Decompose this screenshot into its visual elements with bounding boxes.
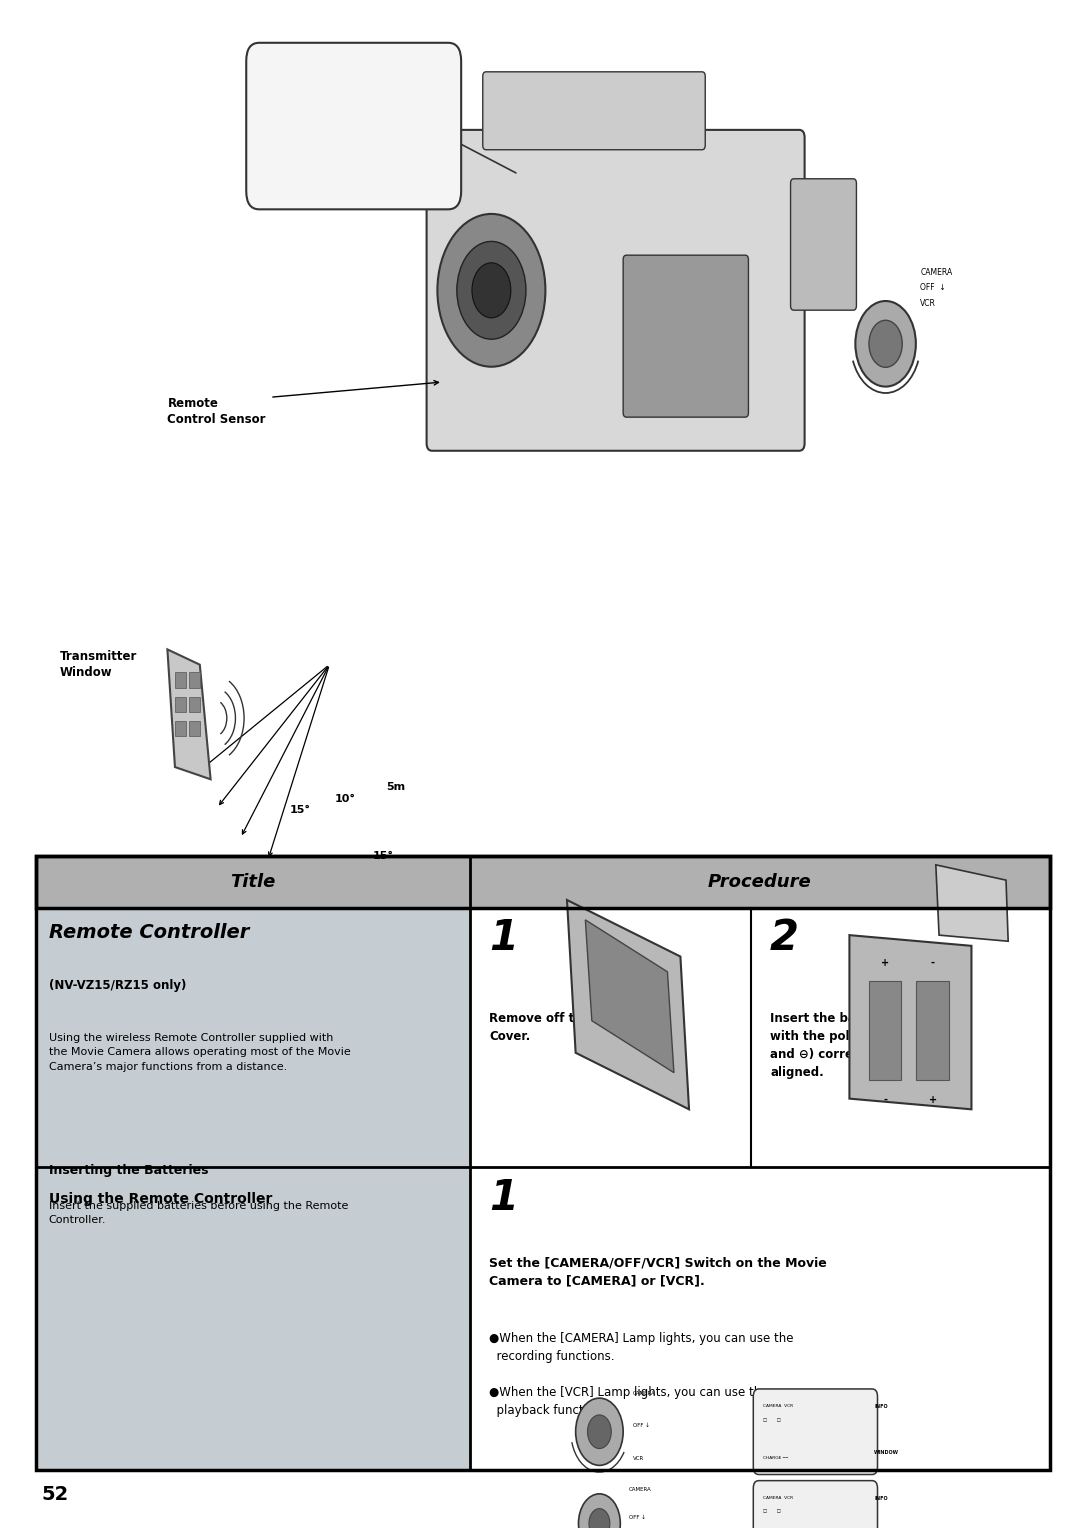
Text: CAMERA  VCR: CAMERA VCR <box>762 1404 793 1409</box>
FancyBboxPatch shape <box>623 255 748 417</box>
Text: Title: Title <box>230 872 275 891</box>
Text: □          □: □ □ <box>286 118 322 124</box>
Text: Inserting the Batteries: Inserting the Batteries <box>49 1164 208 1178</box>
FancyBboxPatch shape <box>791 179 856 310</box>
Polygon shape <box>585 920 674 1073</box>
Text: 10°: 10° <box>335 795 355 804</box>
Text: Remove off the Battery
Cover.: Remove off the Battery Cover. <box>489 1012 645 1042</box>
Text: Using the wireless Remote Controller supplied with
the Movie Camera allows opera: Using the wireless Remote Controller sup… <box>49 1033 350 1071</box>
Text: +: + <box>881 958 889 967</box>
Text: CAMERA: CAMERA <box>920 267 953 277</box>
Text: 2: 2 <box>770 917 799 958</box>
Circle shape <box>576 1398 623 1465</box>
Text: CHARGE ────: CHARGE ──── <box>286 139 335 145</box>
Text: OFF ↓: OFF ↓ <box>629 1514 646 1520</box>
Text: 52: 52 <box>41 1485 68 1504</box>
Text: -: - <box>931 958 934 967</box>
Text: CAMERA    V C R: CAMERA V C R <box>286 96 343 102</box>
Circle shape <box>472 263 511 318</box>
Text: ●When the [CAMERA] Lamp lights, you can use the
  recording functions.: ●When the [CAMERA] Lamp lights, you can … <box>489 1332 794 1363</box>
Bar <box>36 856 1050 1470</box>
FancyBboxPatch shape <box>246 43 461 209</box>
Text: CAMERA: CAMERA <box>633 1390 656 1395</box>
Text: CHARGE ──: CHARGE ── <box>762 1456 788 1461</box>
Circle shape <box>869 321 902 367</box>
Circle shape <box>579 1494 620 1528</box>
Bar <box>175 697 186 712</box>
Circle shape <box>457 241 526 339</box>
Polygon shape <box>567 900 689 1109</box>
FancyBboxPatch shape <box>754 1481 877 1528</box>
Text: OFF ↓: OFF ↓ <box>633 1423 649 1427</box>
Bar <box>189 672 200 688</box>
Text: Using the Remote Controller: Using the Remote Controller <box>49 1192 272 1206</box>
Circle shape <box>437 214 545 367</box>
Polygon shape <box>849 935 972 1109</box>
Bar <box>36 856 1050 908</box>
Bar <box>36 908 470 1167</box>
Text: VCR: VCR <box>633 1456 644 1461</box>
Text: Insert the batteries
with the polarity (⊕
and ⊖) correctly
aligned.: Insert the batteries with the polarity (… <box>770 1012 900 1079</box>
Text: Set the [CAMERA/OFF/VCR] Switch on the Movie
Camera to [CAMERA] or [VCR].: Set the [CAMERA/OFF/VCR] Switch on the M… <box>489 1256 827 1287</box>
Text: Transmitter
Window: Transmitter Window <box>59 651 137 678</box>
Bar <box>189 721 200 736</box>
Text: VCR: VCR <box>920 298 936 307</box>
Text: □       □: □ □ <box>762 1510 781 1514</box>
Bar <box>175 721 186 736</box>
Text: 15°: 15° <box>289 805 310 814</box>
Bar <box>916 981 948 1080</box>
Text: Remote
Control Sensor: Remote Control Sensor <box>167 397 266 426</box>
Text: 1: 1 <box>489 917 518 958</box>
Text: INFO: INFO <box>875 1496 888 1500</box>
Text: CAMERA  VCR: CAMERA VCR <box>762 1496 793 1500</box>
Polygon shape <box>167 649 211 779</box>
FancyBboxPatch shape <box>754 1389 877 1475</box>
Text: 1: 1 <box>489 1177 518 1218</box>
Circle shape <box>588 1415 611 1449</box>
Circle shape <box>589 1508 610 1528</box>
Text: -: - <box>883 1096 887 1105</box>
Text: Insert the supplied batteries before using the Remote
Controller.: Insert the supplied batteries before usi… <box>49 1201 348 1225</box>
Bar <box>36 856 1050 908</box>
Text: INFO-: INFO- <box>421 95 446 104</box>
Bar <box>36 856 1050 1470</box>
Text: +: + <box>929 1096 936 1105</box>
Polygon shape <box>935 865 1008 941</box>
Text: 15°: 15° <box>373 851 393 860</box>
Text: 5m: 5m <box>387 782 406 792</box>
Text: (NV-VZ15/RZ15 only): (NV-VZ15/RZ15 only) <box>49 979 186 993</box>
Text: WINDOW: WINDOW <box>421 116 460 125</box>
Text: WINDOW: WINDOW <box>875 1450 900 1455</box>
Text: Procedure: Procedure <box>707 872 812 891</box>
FancyBboxPatch shape <box>483 72 705 150</box>
Text: CAMERA: CAMERA <box>629 1487 651 1491</box>
Bar <box>868 981 901 1080</box>
Text: OFF  ↓: OFF ↓ <box>920 283 946 292</box>
Bar <box>36 1167 470 1470</box>
Bar <box>175 672 186 688</box>
Circle shape <box>855 301 916 387</box>
Text: INFO: INFO <box>875 1404 888 1409</box>
Text: Remote Controller: Remote Controller <box>49 923 249 941</box>
Text: ●When the [VCR] Lamp lights, you can use the
  playback functions.: ●When the [VCR] Lamp lights, you can use… <box>489 1386 769 1416</box>
Text: □       □: □ □ <box>762 1418 781 1423</box>
Bar <box>189 697 200 712</box>
FancyBboxPatch shape <box>427 130 805 451</box>
